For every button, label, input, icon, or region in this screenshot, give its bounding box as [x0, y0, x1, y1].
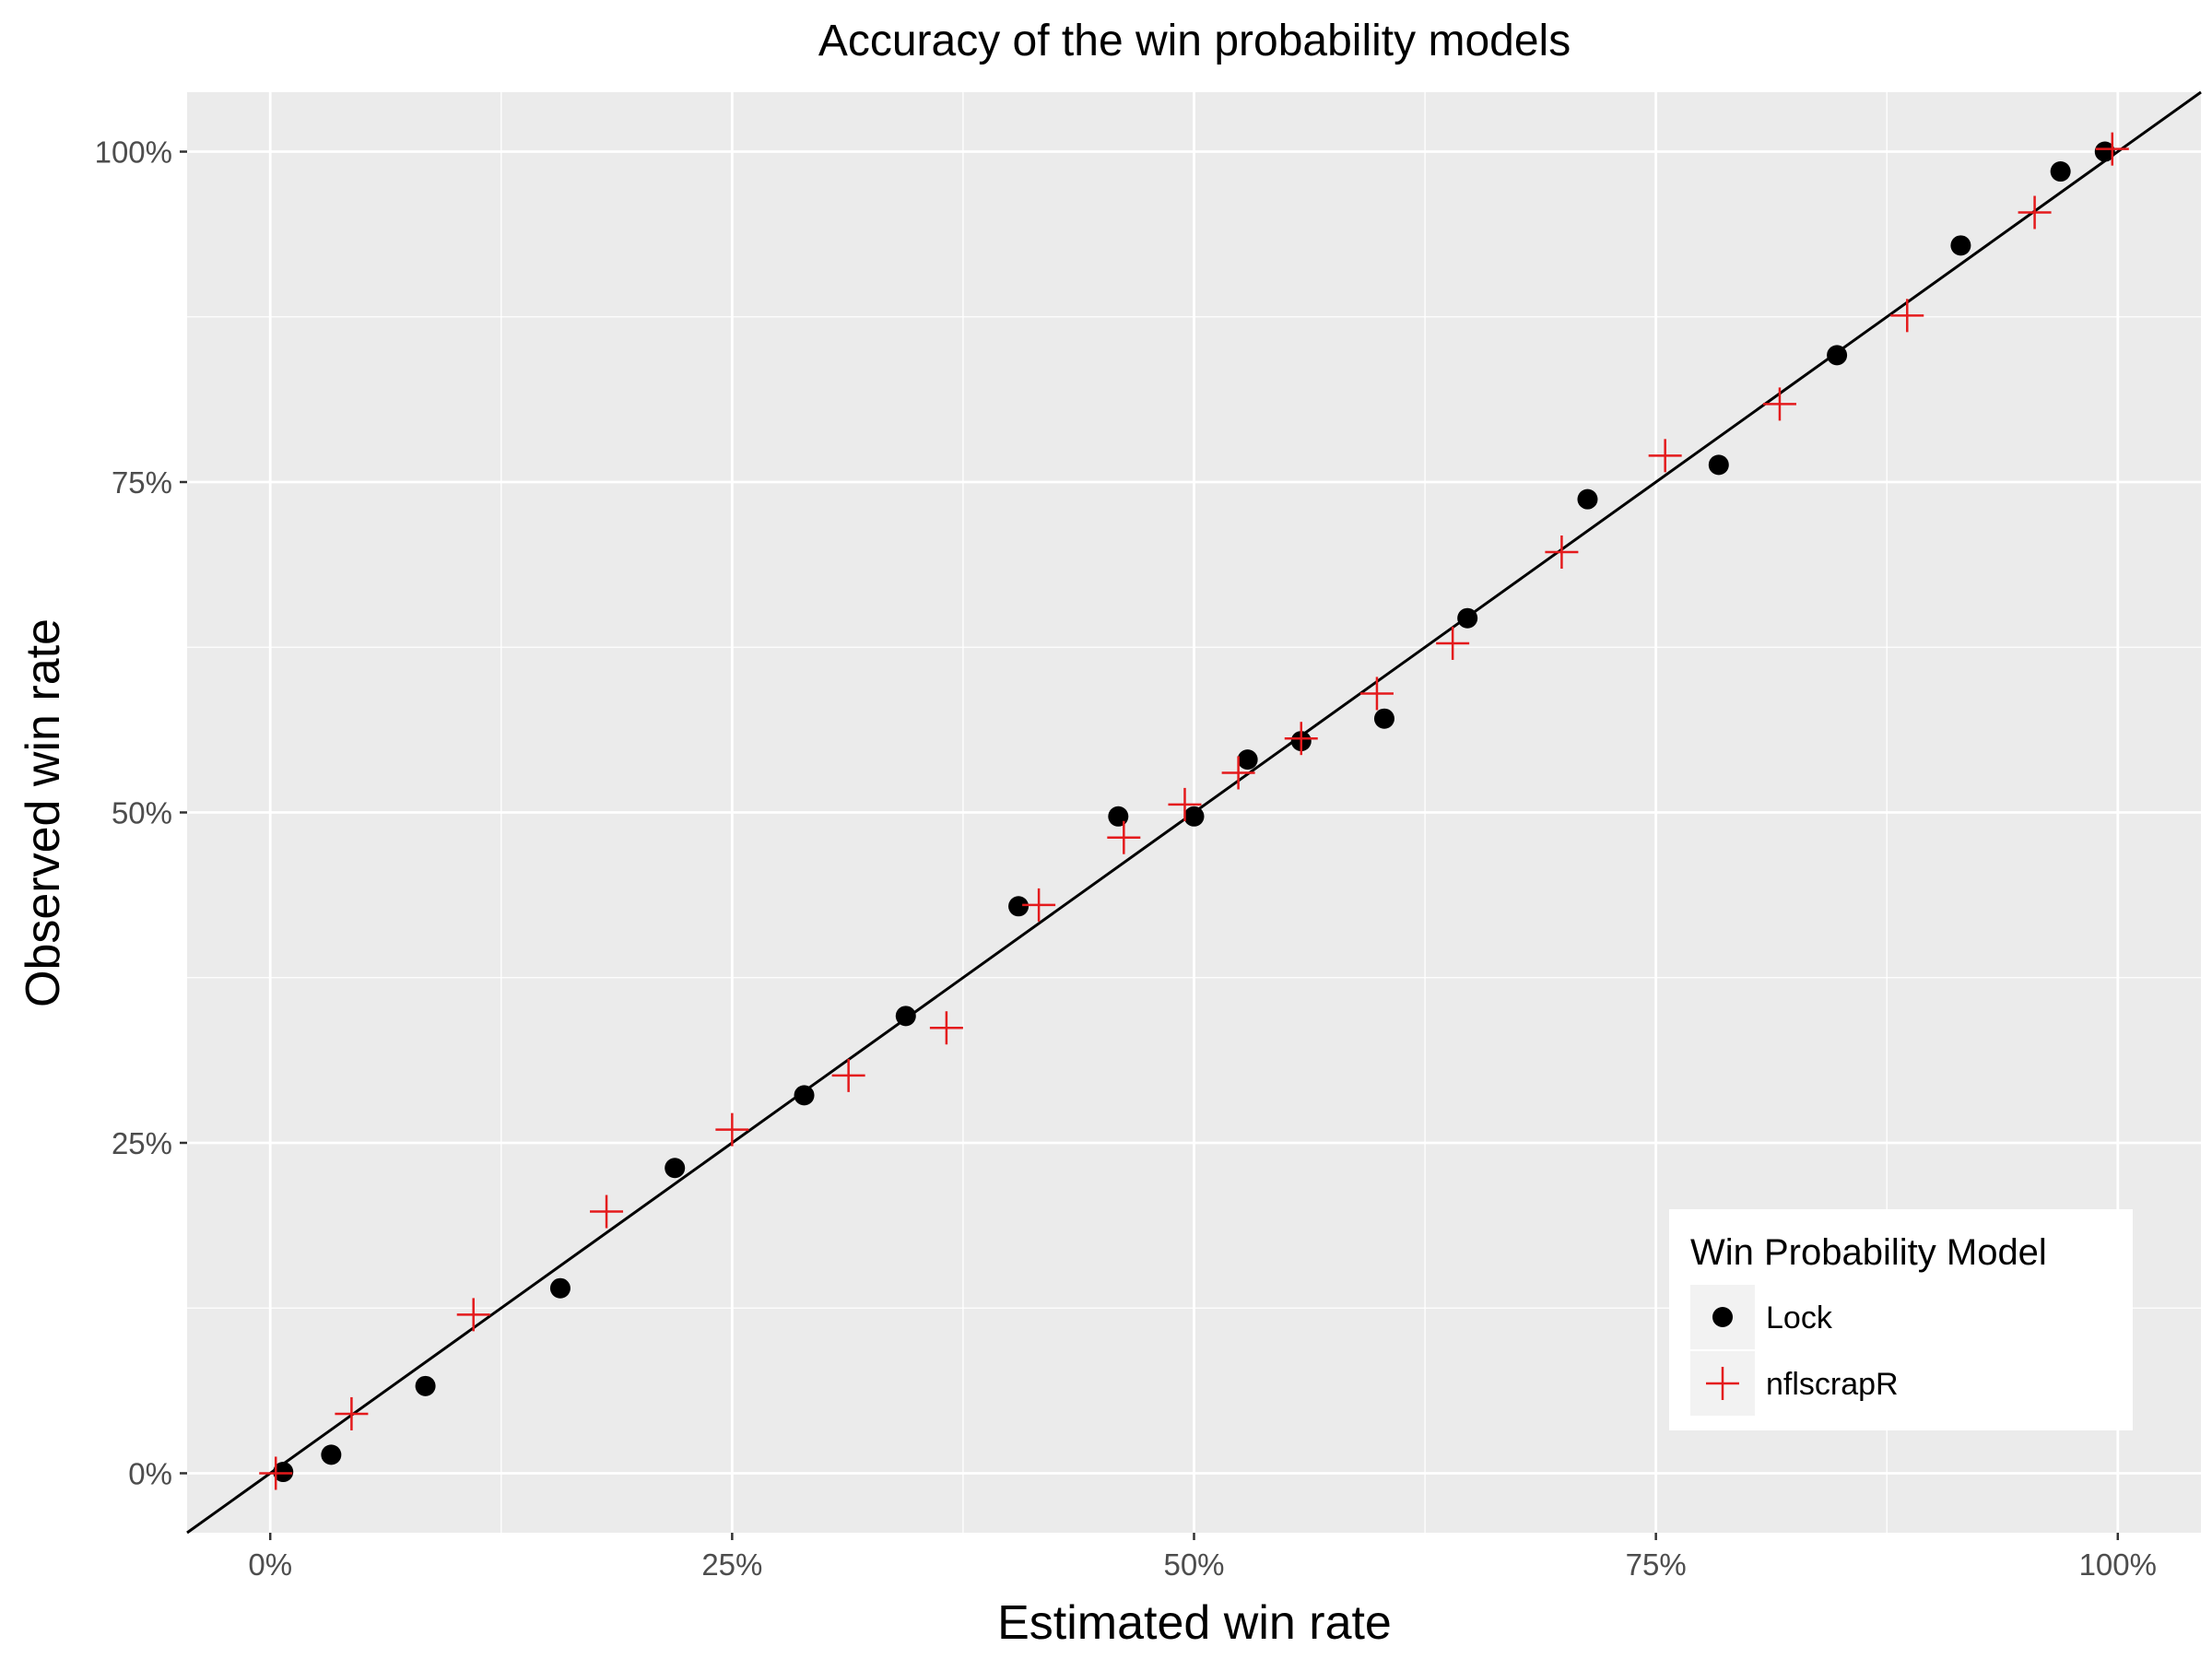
point-nflscrapr	[1545, 535, 1579, 570]
legend-label-nflscrapr: nflscrapR	[1766, 1367, 1899, 1402]
y-tick-label: 25%	[112, 1126, 172, 1160]
point-lock	[2050, 161, 2071, 182]
y-tick-label: 50%	[112, 796, 172, 830]
point-nflscrapr	[1648, 439, 1682, 473]
point-lock	[2094, 141, 2115, 162]
y-tick-label: 75%	[112, 465, 172, 500]
data-points	[259, 132, 2129, 1490]
point-nflscrapr	[590, 1194, 624, 1229]
point-nflscrapr	[1284, 722, 1318, 756]
point-nflscrapr	[1359, 677, 1394, 711]
point-nflscrapr	[1022, 888, 1056, 922]
point-lock	[665, 1158, 686, 1179]
x-tick-label: 0%	[248, 1547, 292, 1582]
chart-title: Accuracy of the win probability models	[818, 17, 1571, 65]
legend-label-lock: Lock	[1766, 1300, 1833, 1335]
point-nflscrapr	[1436, 626, 1470, 660]
point-nflscrapr	[1168, 787, 1202, 821]
y-axis-title: Observed win rate	[17, 618, 70, 1007]
legend: Win Probability Model Lock nflscrapR	[1669, 1209, 2133, 1430]
x-tick-label: 25%	[701, 1547, 762, 1582]
point-lock	[1577, 488, 1598, 510]
point-lock	[1373, 708, 1394, 729]
legend-title: Win Probability Model	[1690, 1232, 2047, 1273]
point-lock	[1708, 454, 1729, 476]
point-nflscrapr	[715, 1112, 749, 1147]
point-nflscrapr	[456, 1298, 490, 1332]
legend-key-nflscrapr-marker	[1706, 1367, 1739, 1400]
point-nflscrapr	[831, 1058, 865, 1092]
point-lock	[1827, 345, 1848, 366]
point-nflscrapr	[1890, 299, 1924, 333]
point-lock	[273, 1462, 294, 1483]
point-nflscrapr	[2018, 195, 2052, 229]
x-tick-label: 75%	[1626, 1547, 1687, 1582]
point-nflscrapr	[1762, 387, 1796, 421]
point-lock	[321, 1444, 342, 1465]
point-lock	[895, 1006, 916, 1027]
point-nflscrapr	[1221, 756, 1255, 790]
point-lock	[1008, 896, 1030, 917]
legend-key-lock-marker	[1712, 1307, 1733, 1327]
point-lock	[1457, 607, 1478, 629]
point-lock	[1108, 806, 1129, 827]
point-lock	[1237, 749, 1258, 771]
point-nflscrapr	[259, 1456, 293, 1490]
plot-area	[186, 90, 2202, 1535]
y-tick-label: 0%	[128, 1456, 172, 1490]
point-lock	[1183, 806, 1205, 827]
point-lock	[1950, 235, 1971, 256]
x-axis-title: Estimated win rate	[997, 1596, 1392, 1650]
point-nflscrapr	[1107, 820, 1141, 854]
point-lock	[549, 1277, 571, 1299]
x-tick-label: 100%	[2079, 1547, 2157, 1582]
point-nflscrapr	[929, 1011, 963, 1045]
x-tick-label: 50%	[1163, 1547, 1224, 1582]
point-nflscrapr	[2095, 132, 2129, 166]
y-axis: 0% 25% 50% 75% 100%	[95, 135, 187, 1490]
point-lock	[794, 1085, 815, 1106]
y-tick-label: 100%	[95, 135, 172, 170]
point-lock	[415, 1375, 436, 1396]
x-axis: 0% 25% 50% 75% 100%	[248, 1533, 2157, 1582]
point-nflscrapr	[335, 1396, 369, 1430]
